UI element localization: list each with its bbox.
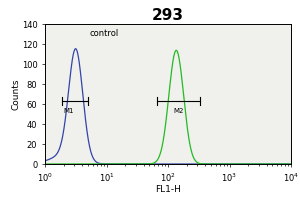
Y-axis label: Counts: Counts (11, 78, 20, 110)
Text: M1: M1 (63, 108, 74, 114)
Text: control: control (89, 29, 118, 38)
X-axis label: FL1-H: FL1-H (155, 185, 181, 194)
Title: 293: 293 (152, 8, 184, 23)
Text: M2: M2 (173, 108, 184, 114)
